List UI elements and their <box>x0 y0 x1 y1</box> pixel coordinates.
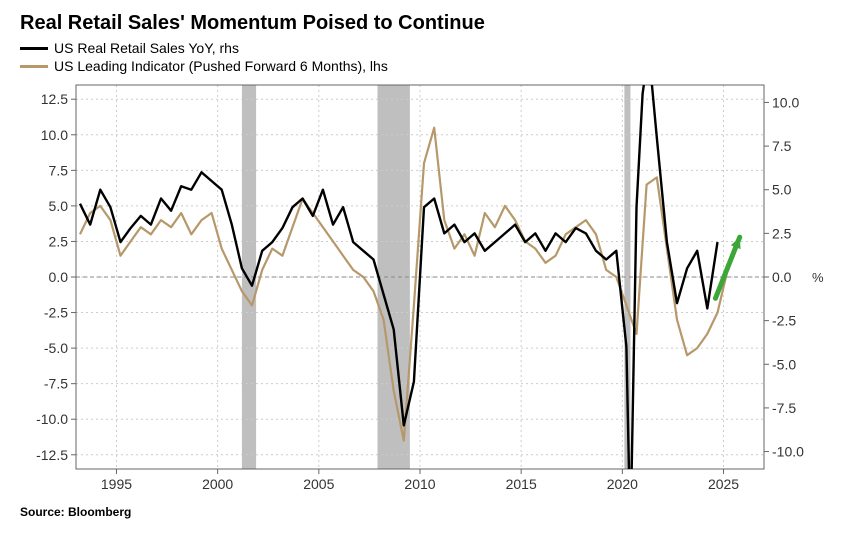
svg-text:10.0: 10.0 <box>41 127 68 143</box>
chart-title: Real Retail Sales' Momentum Poised to Co… <box>20 12 828 35</box>
svg-text:-2.5: -2.5 <box>772 313 796 329</box>
svg-text:-12.5: -12.5 <box>36 447 68 463</box>
legend-swatch-retail <box>20 47 48 50</box>
svg-text:2.5: 2.5 <box>49 234 69 250</box>
svg-text:5.0: 5.0 <box>772 182 792 198</box>
svg-text:-10.0: -10.0 <box>772 444 804 460</box>
svg-text:2020: 2020 <box>607 476 638 492</box>
legend-item-lei: US Leading Indicator (Pushed Forward 6 M… <box>20 57 828 75</box>
svg-text:-7.5: -7.5 <box>44 376 68 392</box>
svg-text:2025: 2025 <box>708 476 739 492</box>
legend: US Real Retail Sales YoY, rhs US Leading… <box>20 39 828 75</box>
legend-label-retail: US Real Retail Sales YoY, rhs <box>54 39 239 57</box>
svg-text:%: % <box>812 270 824 285</box>
svg-text:7.5: 7.5 <box>49 163 69 179</box>
svg-text:10.0: 10.0 <box>772 95 799 111</box>
svg-text:12.5: 12.5 <box>41 92 68 108</box>
svg-text:0.0: 0.0 <box>772 269 792 285</box>
plot-area: -12.5 -10.0 -7.5 -5.0 -2.5 0.0 2.5 5.0 7.5 10.0 12… <box>20 79 828 499</box>
svg-text:-2.5: -2.5 <box>44 305 68 321</box>
line-chart: -12.5 -10.0 -7.5 -5.0 -2.5 0.0 2.5 5.0 7.5 10.0 12… <box>20 79 828 499</box>
legend-item-retail: US Real Retail Sales YoY, rhs <box>20 39 828 57</box>
svg-text:2.5: 2.5 <box>772 226 792 242</box>
svg-text:1995: 1995 <box>101 476 132 492</box>
svg-text:5.0: 5.0 <box>49 198 69 214</box>
svg-text:2000: 2000 <box>202 476 233 492</box>
svg-text:-10.0: -10.0 <box>36 412 68 428</box>
legend-swatch-lei <box>20 65 48 68</box>
svg-text:7.5: 7.5 <box>772 138 792 154</box>
source-label: Source: Bloomberg <box>20 505 828 519</box>
svg-text:2015: 2015 <box>506 476 537 492</box>
svg-text:-5.0: -5.0 <box>44 340 68 356</box>
legend-label-lei: US Leading Indicator (Pushed Forward 6 M… <box>54 57 388 75</box>
svg-text:-7.5: -7.5 <box>772 400 796 416</box>
svg-text:-5.0: -5.0 <box>772 357 796 373</box>
svg-text:2010: 2010 <box>404 476 435 492</box>
svg-text:0.0: 0.0 <box>49 269 69 285</box>
svg-text:2005: 2005 <box>303 476 334 492</box>
